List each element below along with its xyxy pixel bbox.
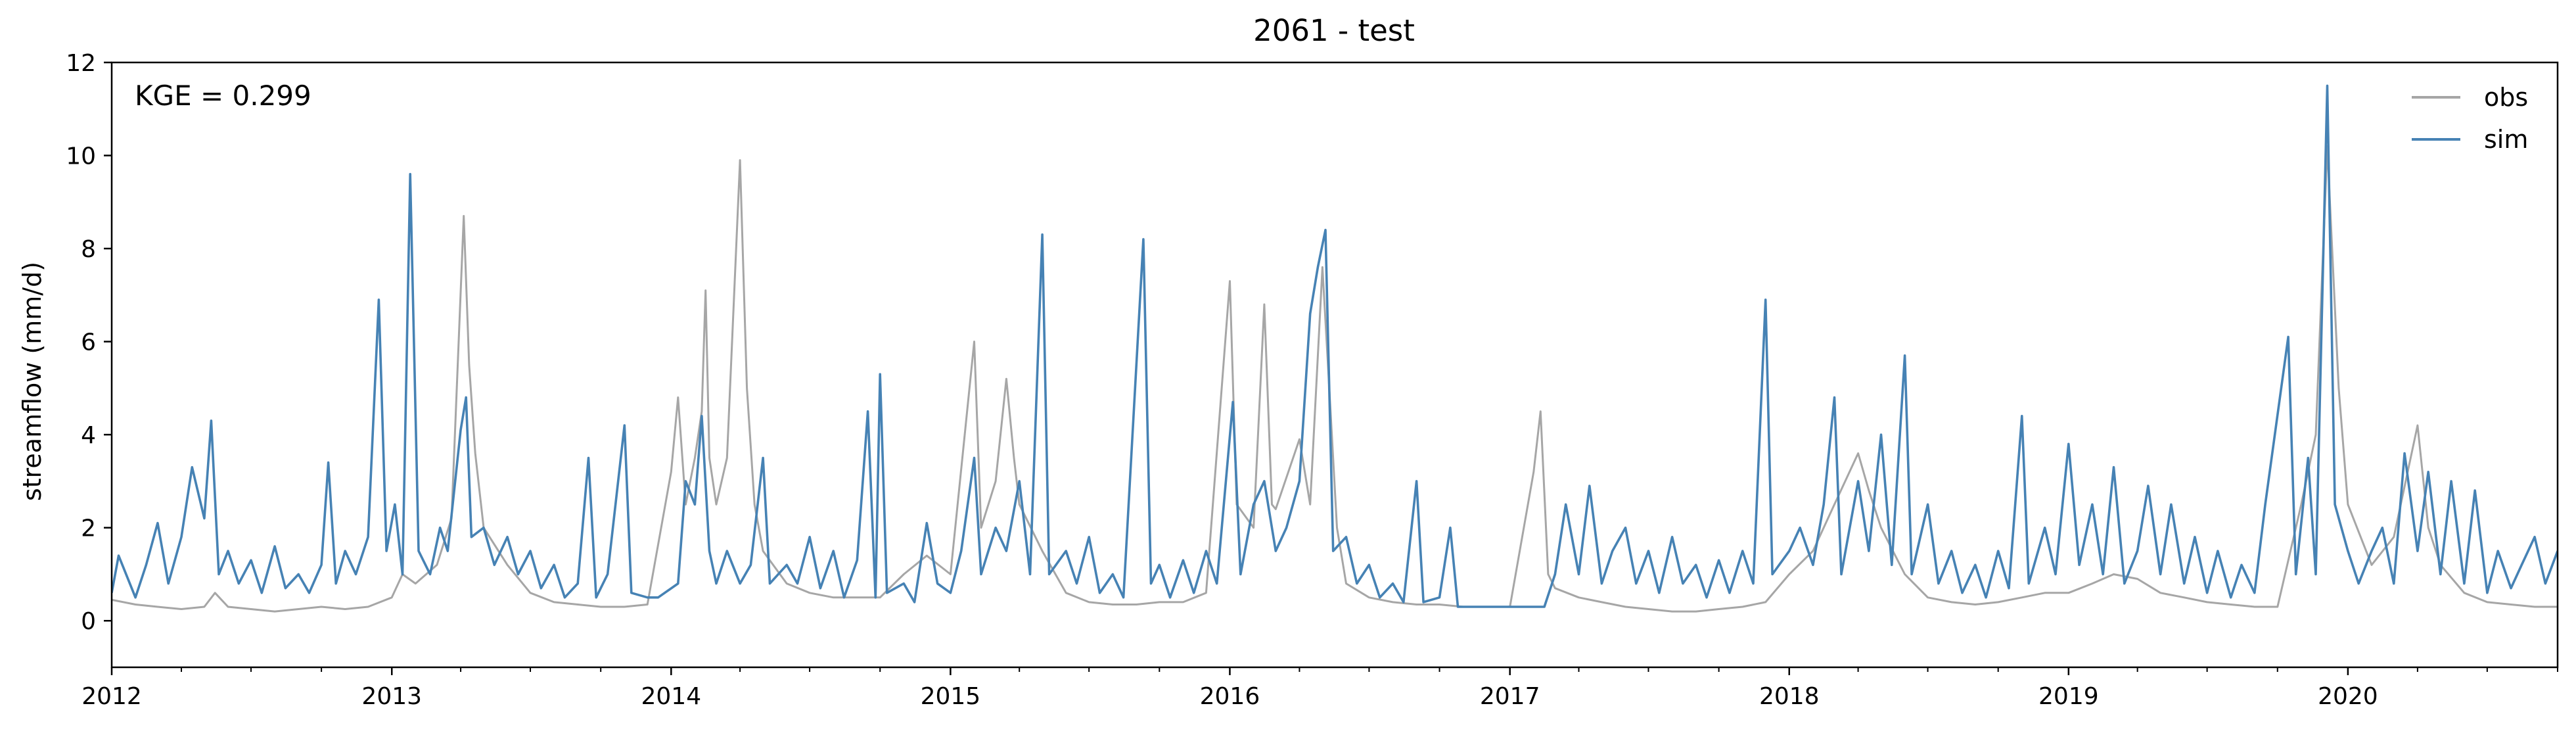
chart-title: 2061 - test [1253, 13, 1415, 48]
y-tick-label: 12 [66, 50, 96, 77]
y-tick-label: 0 [81, 608, 96, 635]
x-tick-label: 2020 [2318, 683, 2378, 710]
x-tick-label: 2017 [1480, 683, 1540, 710]
x-tick-label: 2015 [921, 683, 981, 710]
kge-annotation: KGE = 0.299 [135, 80, 311, 112]
y-tick-label: 2 [81, 515, 96, 542]
series-line-obs [112, 145, 2558, 613]
y-tick-label: 10 [66, 143, 96, 170]
legend: obs sim [2412, 83, 2528, 154]
x-tick-label: 2012 [81, 683, 142, 710]
x-tick-label: 2016 [1200, 683, 1260, 710]
y-axis-label: streamflow (mm/d) [18, 262, 47, 501]
legend-label-sim: sim [2484, 125, 2528, 154]
y-tick-label: 6 [81, 329, 96, 356]
series-line-sim [112, 84, 2558, 608]
plot-frame [110, 61, 2559, 669]
legend-label-obs: obs [2484, 83, 2528, 112]
x-tick-label: 2019 [2038, 683, 2099, 710]
x-tick-label: 2013 [361, 683, 422, 710]
x-tick-label: 2014 [641, 683, 701, 710]
y-tick-label: 4 [81, 422, 96, 449]
y-tick-label: 8 [81, 236, 96, 263]
x-tick-label: 2018 [1759, 683, 1820, 710]
